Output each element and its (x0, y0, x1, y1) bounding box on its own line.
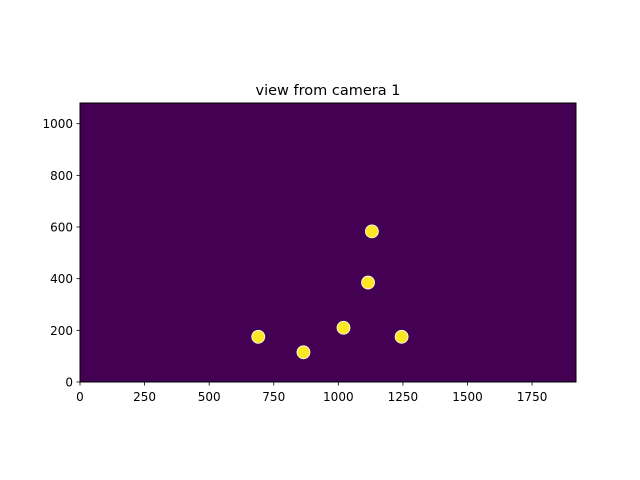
y-tick-label: 200 (50, 324, 73, 338)
y-tick-label: 600 (50, 221, 73, 235)
data-point-3 (336, 320, 351, 335)
data-point-5 (365, 224, 379, 239)
data-point-2 (296, 345, 311, 360)
x-tick-label: 1000 (323, 390, 354, 404)
x-tick-label: 1250 (388, 390, 419, 404)
x-tick-label: 0 (76, 390, 84, 404)
x-axis: 0 250 500 750 1000 1250 1500 1750 (76, 382, 547, 404)
y-axis: 0 200 400 600 800 1000 (42, 117, 80, 390)
plot-frame (79, 102, 577, 383)
x-tick-label: 1500 (452, 390, 483, 404)
x-tick-label: 1750 (517, 390, 548, 404)
x-tick-label: 250 (133, 390, 156, 404)
data-points (251, 224, 409, 360)
x-tick-label: 500 (198, 390, 221, 404)
y-tick-label: 1000 (42, 117, 73, 131)
x-tick-label: 750 (262, 390, 285, 404)
data-point-6 (394, 329, 409, 344)
plot-background (80, 103, 576, 382)
y-tick-label: 800 (50, 169, 73, 183)
chart-title: view from camera 1 (256, 83, 401, 99)
data-point-4 (361, 275, 375, 290)
y-tick-label: 0 (65, 376, 73, 390)
y-tick-label: 400 (50, 272, 73, 286)
data-point-1 (251, 329, 266, 344)
